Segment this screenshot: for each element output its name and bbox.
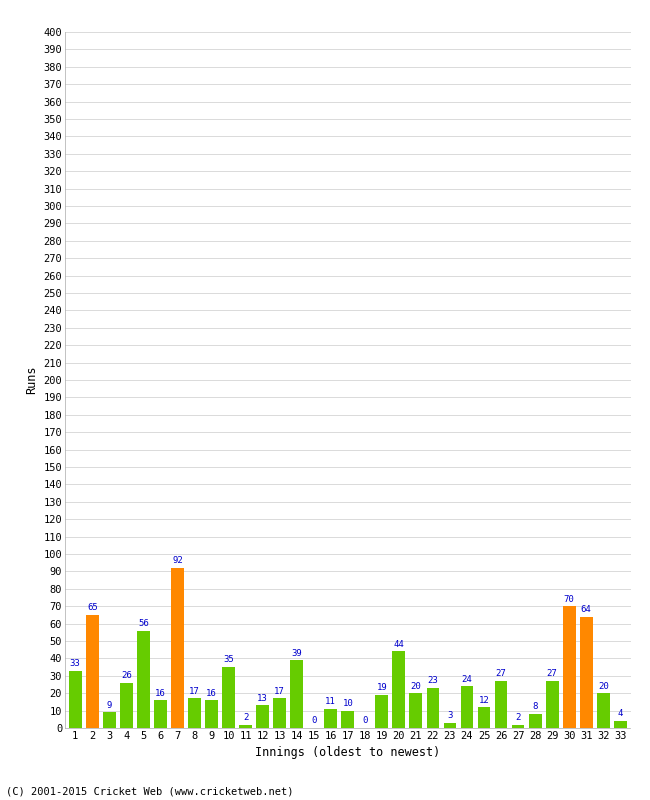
Text: 56: 56 (138, 619, 149, 628)
Bar (171, 568, 184, 728)
Text: 0: 0 (362, 716, 367, 726)
Text: 4: 4 (618, 710, 623, 718)
Bar (495, 681, 508, 728)
Text: 92: 92 (172, 556, 183, 566)
Text: 70: 70 (564, 594, 575, 603)
Bar (239, 725, 252, 728)
Text: 27: 27 (496, 670, 506, 678)
Text: 23: 23 (428, 676, 438, 686)
Text: 26: 26 (121, 671, 132, 680)
Bar (512, 725, 525, 728)
Text: 64: 64 (581, 605, 592, 614)
Text: 17: 17 (274, 687, 285, 696)
Text: 10: 10 (343, 699, 353, 708)
Text: 9: 9 (107, 701, 112, 710)
Text: 12: 12 (478, 695, 489, 705)
Bar (324, 709, 337, 728)
Bar (426, 688, 439, 728)
Bar (222, 667, 235, 728)
Bar (461, 686, 473, 728)
Text: 16: 16 (206, 689, 217, 698)
Bar (563, 606, 575, 728)
Text: 19: 19 (376, 683, 387, 692)
Text: 2: 2 (243, 713, 248, 722)
Bar (291, 660, 303, 728)
Bar (205, 700, 218, 728)
Bar (86, 615, 99, 728)
Bar (137, 630, 150, 728)
Y-axis label: Runs: Runs (25, 366, 38, 394)
Bar (580, 617, 593, 728)
Bar (597, 693, 610, 728)
Bar (103, 712, 116, 728)
Text: 27: 27 (547, 670, 558, 678)
X-axis label: Innings (oldest to newest): Innings (oldest to newest) (255, 746, 441, 759)
Text: 20: 20 (411, 682, 421, 690)
Text: 8: 8 (532, 702, 538, 711)
Text: 2: 2 (515, 713, 521, 722)
Bar (188, 698, 201, 728)
Text: 20: 20 (598, 682, 608, 690)
Bar (546, 681, 558, 728)
Text: 39: 39 (291, 649, 302, 658)
Bar (69, 670, 82, 728)
Text: (C) 2001-2015 Cricket Web (www.cricketweb.net): (C) 2001-2015 Cricket Web (www.cricketwe… (6, 786, 294, 796)
Bar (154, 700, 167, 728)
Text: 35: 35 (223, 655, 234, 665)
Bar (120, 682, 133, 728)
Text: 24: 24 (462, 674, 473, 684)
Bar (528, 714, 541, 728)
Text: 13: 13 (257, 694, 268, 702)
Bar (410, 693, 422, 728)
Bar (478, 707, 490, 728)
Text: 17: 17 (189, 687, 200, 696)
Bar (256, 706, 269, 728)
Bar (614, 721, 627, 728)
Bar (341, 710, 354, 728)
Text: 44: 44 (393, 640, 404, 649)
Bar (376, 695, 388, 728)
Text: 65: 65 (87, 603, 98, 612)
Text: 0: 0 (311, 716, 317, 726)
Text: 33: 33 (70, 659, 81, 668)
Text: 3: 3 (447, 711, 452, 720)
Bar (393, 651, 405, 728)
Text: 16: 16 (155, 689, 166, 698)
Bar (273, 698, 286, 728)
Bar (443, 722, 456, 728)
Text: 11: 11 (326, 698, 336, 706)
